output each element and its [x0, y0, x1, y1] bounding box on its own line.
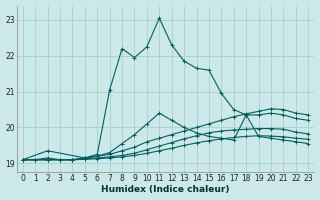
X-axis label: Humidex (Indice chaleur): Humidex (Indice chaleur)	[101, 185, 230, 194]
